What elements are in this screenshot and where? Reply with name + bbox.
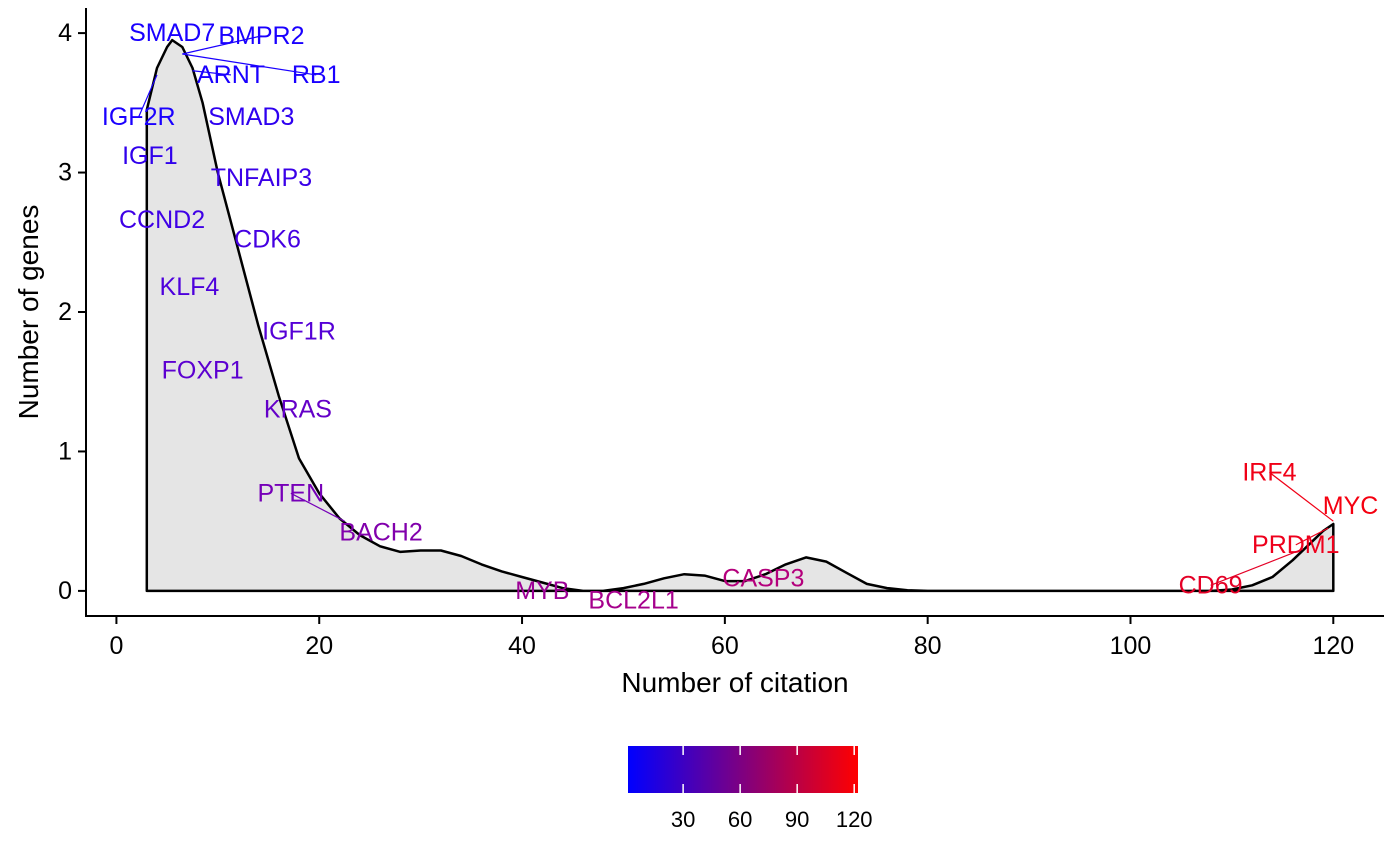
leader-line [1210, 548, 1304, 586]
colorbar-legend: 30 60 90 120 [628, 746, 873, 832]
y-tick-label: 1 [58, 437, 72, 465]
gene-label: BACH2 [339, 518, 422, 546]
gene-label: CCND2 [119, 206, 205, 234]
gene-label: PTEN [257, 479, 324, 507]
y-axis-title: Number of genes [13, 205, 44, 420]
x-tick-label: 0 [109, 632, 123, 660]
y-tick-label: 0 [58, 577, 72, 605]
gene-label: ARNT [197, 61, 265, 89]
x-tick-label: 80 [914, 632, 942, 660]
gene-label: RB1 [292, 61, 341, 89]
gene-label: TNFAIP3 [211, 164, 312, 192]
gene-label: IGF1 [122, 142, 178, 170]
y-tick-label: 4 [58, 19, 72, 47]
gene-label: MYC [1323, 492, 1379, 520]
x-tick-label: 60 [711, 632, 739, 660]
colorbar-tick-label: 60 [728, 807, 752, 832]
leader-line [138, 74, 158, 118]
gene-label: FOXP1 [162, 357, 244, 385]
gene-label: IGF2R [102, 103, 176, 131]
leader-line [290, 492, 345, 522]
gene-label: CASP3 [722, 564, 804, 592]
x-axis-title: Number of citation [621, 667, 848, 698]
gene-label: SMAD7 [129, 19, 215, 47]
y-tick-label: 2 [58, 298, 72, 326]
leader-line [182, 35, 262, 55]
gene-label: BCL2L1 [588, 587, 678, 615]
colorbar-tick-label: 120 [836, 807, 873, 832]
gene-label: IRF4 [1242, 458, 1296, 486]
gene-label: SMAD3 [208, 103, 294, 131]
leader-line [192, 70, 232, 76]
gene-labels: SMAD7 BMPR2 RB1 ARNT IGF2R SMAD3 IGF1 TNFAIP3CC… [102, 19, 1378, 615]
leader-line [182, 53, 317, 76]
x-tick-label: 120 [1312, 632, 1354, 660]
x-tick-label: 40 [508, 632, 536, 660]
x-tick-label: 20 [305, 632, 333, 660]
density-area [145, 38, 1335, 593]
gene-label: MYB [515, 577, 569, 605]
leader-line [1269, 471, 1334, 522]
colorbar-tick-label: 90 [785, 807, 809, 832]
gene-label: IGF1R [262, 318, 336, 346]
gene-label: KLF4 [160, 273, 220, 301]
gene-label: CDK6 [234, 225, 301, 253]
gene-label: PRDM1 [1252, 531, 1340, 559]
colorbar [628, 746, 858, 793]
plot-area [145, 38, 1335, 593]
leader-line [1295, 527, 1329, 546]
axes: 0 20 40 60 80 100 120 0 1 2 3 4 [58, 8, 1384, 660]
gene-label: BMPR2 [218, 22, 304, 50]
x-tick-label: 100 [1110, 632, 1152, 660]
gene-label: KRAS [264, 396, 332, 424]
gene-label: CD69 [1179, 571, 1243, 599]
y-tick-label: 3 [58, 159, 72, 187]
colorbar-tick-label: 30 [671, 807, 695, 832]
